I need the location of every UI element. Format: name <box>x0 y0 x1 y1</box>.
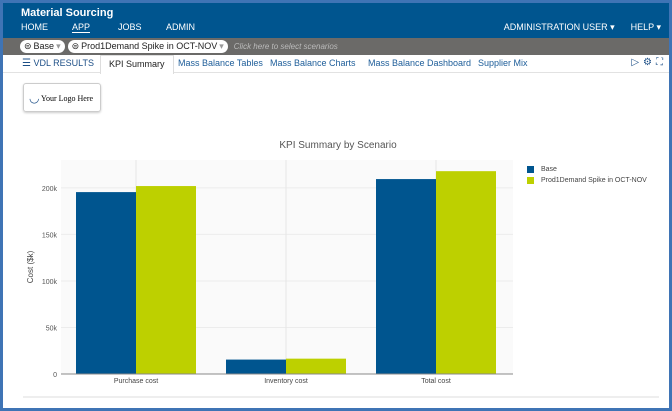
scenario-select-input[interactable]: Click here to select scenarios <box>233 42 338 51</box>
y-axis-label: Cost ($k) <box>26 250 35 283</box>
legend-item-base[interactable]: Base <box>527 164 647 175</box>
help-menu[interactable]: HELP ▾ <box>630 22 661 32</box>
y-tick-label: 200k <box>42 186 58 193</box>
nav-app[interactable]: APP <box>72 22 91 33</box>
bar-scenario <box>136 186 196 374</box>
tab-toolbar: ▷ ⚙ ⛶ <box>631 57 663 68</box>
tab-kpi-summary[interactable]: KPI Summary <box>100 55 174 74</box>
y-tick-label: 50k <box>46 325 58 332</box>
scenario-icon: ⊜ <box>71 41 80 51</box>
bar-base <box>76 192 136 374</box>
bar-base <box>226 359 286 374</box>
scenario-bar: ⊜ Base ▾ ⊜ Prod1Demand Spike in OCT-NOV ▾ Cl… <box>3 38 669 55</box>
tab-supplier-mix[interactable]: Supplier Mix <box>478 58 528 68</box>
bar-scenario <box>436 171 496 374</box>
chevron-down-icon: ▾ <box>219 41 224 51</box>
hamburger-icon: ☰ <box>22 58 31 69</box>
chevron-down-icon: ▾ <box>56 41 61 51</box>
gear-icon[interactable]: ⚙ <box>643 57 652 68</box>
legend-swatch <box>527 166 534 173</box>
chart-legend: Base Prod1Demand Spike in OCT-NOV <box>527 164 647 186</box>
bar-scenario <box>286 358 346 374</box>
comparison-scenario-chip[interactable]: ⊜ Prod1Demand Spike in OCT-NOV ▾ <box>67 40 228 53</box>
tab-bar: ☰ VDL RESULTS KPI Summary Mass Balance T… <box>3 55 669 74</box>
tab-mass-balance-dashboard[interactable]: Mass Balance Dashboard <box>368 58 472 68</box>
play-icon[interactable]: ▷ <box>631 57 640 68</box>
base-scenario-chip[interactable]: ⊜ Base ▾ <box>20 40 65 53</box>
nav-home[interactable]: HOME <box>21 22 48 32</box>
logo: ◡ Your Logo Here <box>23 83 101 112</box>
fullscreen-icon[interactable]: ⛶ <box>656 57 663 68</box>
y-tick-label: 100k <box>42 279 58 286</box>
x-tick-label: Purchase cost <box>114 378 158 385</box>
legend-swatch <box>527 177 534 184</box>
scenario-icon: ⊜ <box>24 41 32 51</box>
vdl-results-menu[interactable]: ☰ VDL RESULTS <box>22 58 95 69</box>
nav-jobs[interactable]: JOBS <box>118 22 142 32</box>
y-tick-label: 150k <box>42 232 58 239</box>
tab-mass-balance-tables[interactable]: Mass Balance Tables <box>178 58 263 68</box>
divider <box>23 396 659 398</box>
x-tick-label: Inventory cost <box>264 378 308 385</box>
tab-mass-balance-charts[interactable]: Mass Balance Charts <box>270 58 356 68</box>
app-title: Material Sourcing <box>21 7 114 19</box>
y-tick-label: 0 <box>53 372 57 379</box>
header-right-menus: ADMINISTRATION USER ▾ HELP ▾ <box>504 22 661 33</box>
x-tick-label: Total cost <box>421 378 451 385</box>
logo-text: Your Logo Here <box>41 94 94 103</box>
chart-title: KPI Summary by Scenario <box>279 140 397 151</box>
kpi-bar-chart: 0 50k 100k 150k 200k Purchase cost Inventory c… <box>26 160 513 385</box>
top-header: Material Sourcing HOME APP JOBS ADMIN AD… <box>3 3 669 38</box>
nav-admin[interactable]: ADMIN <box>166 22 195 32</box>
user-menu[interactable]: ADMINISTRATION USER ▾ <box>503 22 615 32</box>
bar-base <box>376 179 436 374</box>
legend-item-scenario[interactable]: Prod1Demand Spike in OCT-NOV <box>527 175 647 186</box>
logo-swoosh-icon: ◡ <box>29 91 40 105</box>
